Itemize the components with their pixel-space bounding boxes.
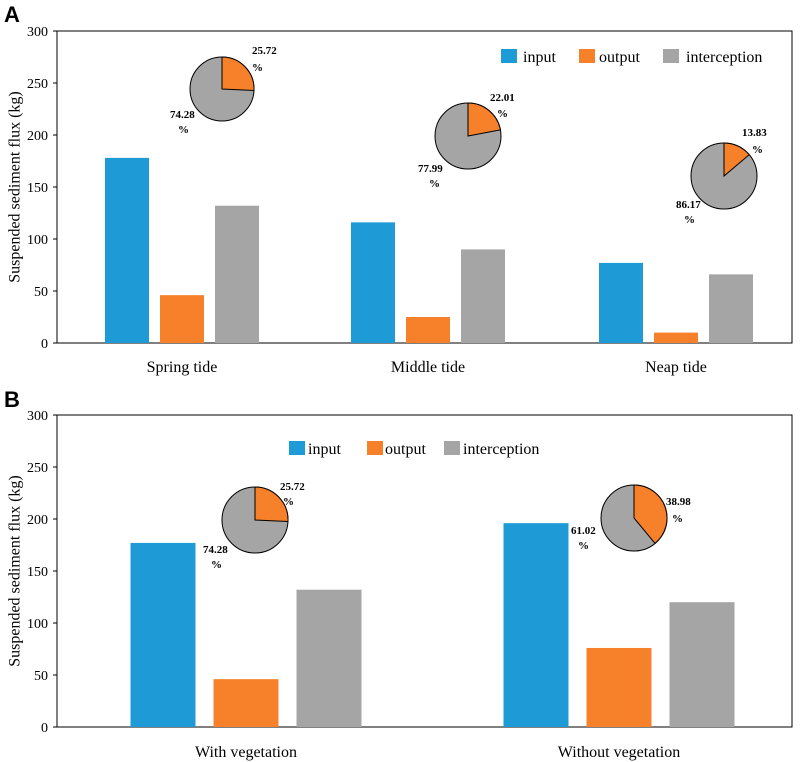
- category-label: Neap tide: [645, 359, 707, 376]
- legend-swatch-input: [289, 441, 305, 455]
- pie-interception-pct-label: 61.02: [571, 525, 596, 537]
- pie-output-pct-label: 13.83: [742, 127, 767, 139]
- pie-output-pct-label: 25.72: [280, 481, 305, 493]
- bar-input-without-vegetation: [503, 523, 569, 727]
- y-tick-label: 100: [27, 617, 48, 632]
- pie-slice-output: [723, 142, 750, 178]
- panel-letter: B: [4, 387, 20, 412]
- pie-output-pct-label: 22.01: [490, 92, 515, 104]
- bar-input-middle-tide: [351, 222, 395, 343]
- legend-label-input: input: [308, 441, 341, 458]
- pie-middle-tide: 22.01% 77.99%: [418, 92, 515, 190]
- category-label: Without vegetation: [558, 744, 680, 761]
- pie-output-pct-label: 38.98: [666, 496, 691, 508]
- y-tick-label: 300: [27, 25, 48, 40]
- pie-interception-pct-unit: %: [211, 559, 222, 571]
- bar-output-spring-tide: [160, 295, 204, 343]
- legend-label-output: output: [385, 441, 426, 458]
- pie-without-vegetation: 38.98% 61.02%: [571, 484, 691, 552]
- legend-swatch-output: [367, 441, 383, 455]
- y-axis-label: Suspended sediment flux (kg): [7, 91, 24, 283]
- pie-neap-tide: 13.83% 86.17%: [676, 127, 767, 226]
- pie-output-pct-unit: %: [497, 108, 508, 120]
- legend-swatch-interception: [444, 441, 460, 455]
- pie-slice-output: [633, 484, 668, 545]
- category-label: With vegetation: [195, 744, 297, 761]
- y-tick-label: 0: [41, 337, 48, 352]
- y-tick-label: 200: [27, 129, 48, 144]
- y-tick-label: 250: [27, 77, 48, 92]
- bar-interception-spring-tide: [215, 205, 259, 343]
- category-label: Spring tide: [147, 359, 218, 376]
- y-tick-label: 50: [34, 285, 48, 300]
- legend-swatch-input: [501, 49, 517, 63]
- chart-panel-a: A 0 50 100 150 200 250 300 Suspended sediment fl…: [4, 2, 793, 376]
- legend-swatch-output: [579, 49, 595, 63]
- bar-output-middle-tide: [406, 317, 450, 343]
- bar-interception-middle-tide: [461, 249, 505, 343]
- y-tick-label: 200: [27, 513, 48, 528]
- legend-label-interception: interception: [463, 441, 539, 458]
- pie-slice-output: [467, 102, 502, 137]
- pie-spring-tide: 25.72% 74.28%: [170, 45, 277, 136]
- y-tick-label: 100: [27, 233, 48, 248]
- pie-output-pct-unit: %: [283, 496, 294, 508]
- legend-label-interception: interception: [686, 49, 762, 66]
- panel-letter: A: [4, 2, 20, 27]
- pie-slice-output: [254, 486, 289, 523]
- y-axis-label: Suspended sediment flux (kg): [7, 475, 24, 667]
- legend-swatch-interception: [663, 49, 679, 63]
- bar-interception-with-vegetation: [296, 589, 362, 727]
- pie-interception-pct-label: 74.28: [203, 544, 228, 556]
- bar-input-spring-tide: [105, 157, 149, 343]
- pie-interception-pct-label: 86.17: [676, 199, 701, 211]
- pie-interception-pct-label: 77.99: [418, 163, 443, 175]
- pie-interception-pct-unit: %: [684, 214, 695, 226]
- y-tick-label: 0: [41, 721, 48, 736]
- chart-panel-b: B 0 50 100 150 200 250 300 Suspended sediment fl…: [4, 387, 793, 761]
- y-tick-label: 150: [27, 565, 48, 580]
- pie-output-pct-unit: %: [252, 62, 263, 74]
- pie-interception-pct-unit: %: [429, 178, 440, 190]
- bar-output-without-vegetation: [586, 647, 652, 727]
- pie-output-pct-unit: %: [672, 513, 683, 525]
- pie-output-pct-label: 25.72: [252, 45, 277, 57]
- pie-interception-pct-label: 74.28: [170, 109, 195, 121]
- pie-interception-pct-unit: %: [178, 124, 189, 136]
- bar-input-neap-tide: [599, 262, 643, 343]
- bar-output-with-vegetation: [213, 679, 279, 727]
- y-tick-label: 50: [34, 669, 48, 684]
- pie-interception-pct-unit: %: [578, 540, 589, 552]
- bar-interception-neap-tide: [709, 274, 753, 343]
- category-label: Middle tide: [391, 359, 465, 376]
- pie-slice-output: [221, 56, 255, 91]
- pie-with-vegetation: 25.72% 74.28%: [203, 481, 305, 571]
- y-tick-label: 250: [27, 461, 48, 476]
- y-tick-label: 150: [27, 181, 48, 196]
- bar-input-with-vegetation: [130, 542, 196, 727]
- legend-label-input: input: [523, 49, 556, 66]
- bar-interception-without-vegetation: [669, 602, 735, 727]
- bar-output-neap-tide: [654, 332, 698, 343]
- legend-label-output: output: [599, 49, 640, 66]
- y-tick-label: 300: [27, 409, 48, 424]
- pie-output-pct-unit: %: [752, 144, 763, 156]
